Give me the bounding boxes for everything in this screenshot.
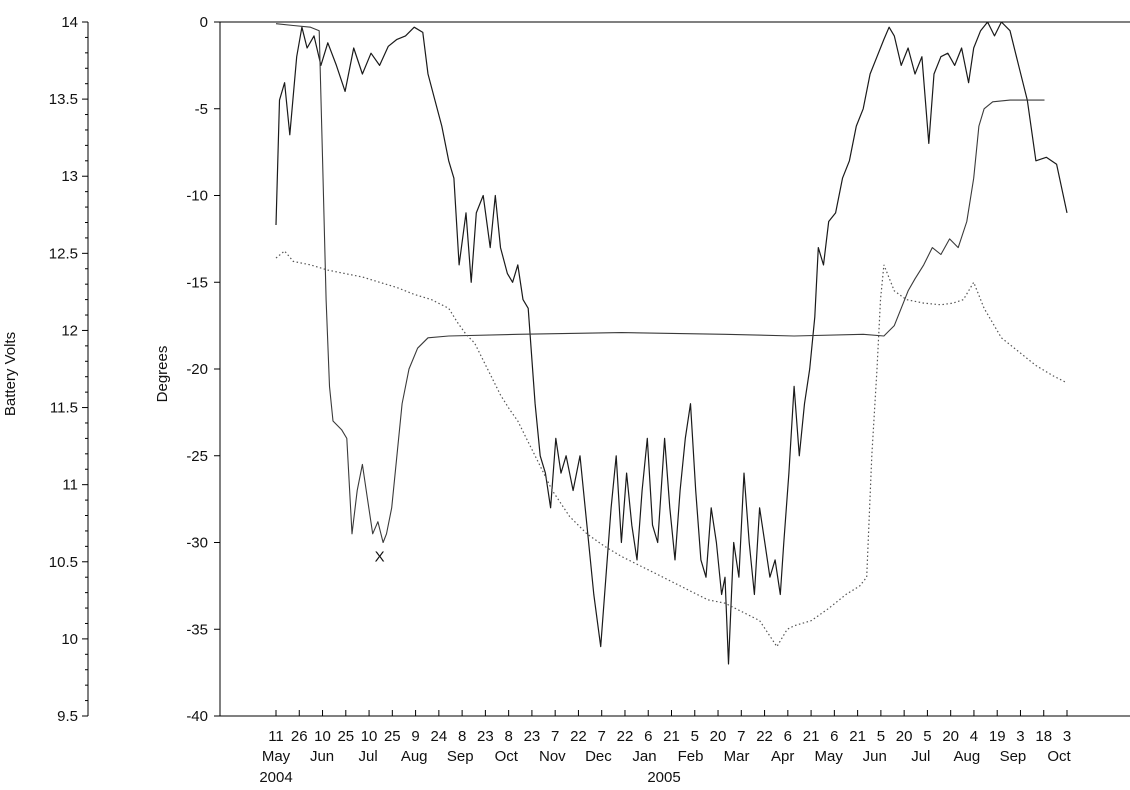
axes-layer: [87, 21, 1130, 717]
series-layer: [275, 21, 1068, 665]
volts-tick-label: 13.5: [49, 91, 78, 108]
x-day-label: 6: [644, 728, 652, 745]
x-month-label: Mar: [724, 748, 750, 765]
x-day-label: 19: [989, 728, 1006, 745]
x-day-label: 23: [477, 728, 494, 745]
volts-tick-label: 11: [62, 477, 78, 494]
x-day-label: 25: [337, 728, 354, 745]
x-day-label: 7: [737, 728, 745, 745]
degrees-tick-label: -10: [186, 188, 208, 205]
x-day-label: 10: [314, 728, 331, 745]
x-month-label: Aug: [401, 748, 428, 765]
degrees-tick-label: -25: [186, 448, 208, 465]
x-day-label: 5: [691, 728, 699, 745]
volts-tick-label: 9.5: [57, 708, 78, 725]
degrees-tick-label: -40: [186, 708, 208, 725]
x-day-label: 25: [384, 728, 401, 745]
volts-tick-label: 12.5: [49, 245, 78, 262]
x-month-label: Sep: [447, 748, 474, 765]
x-day-label: 8: [458, 728, 466, 745]
volts-tick-label: 12: [61, 322, 78, 339]
x-month-label: Feb: [678, 748, 704, 765]
x-day-label: 8: [504, 728, 512, 745]
degrees-tick-label: -35: [186, 621, 208, 638]
x-day-label: 4: [970, 728, 978, 745]
x-day-label: 7: [598, 728, 606, 745]
degrees-tick-label: -5: [195, 101, 208, 118]
degrees-tick-label: 0: [200, 14, 208, 31]
x-day-label: 3: [1063, 728, 1071, 745]
x-day-label: 21: [663, 728, 680, 745]
volts-tick-label: 11.5: [50, 400, 78, 417]
x-month-label: Jul: [911, 748, 930, 765]
x-month-label: May: [262, 748, 291, 765]
x-day-label: 6: [830, 728, 838, 745]
x-day-label: 6: [784, 728, 792, 745]
degrees-tick-label: -30: [186, 535, 208, 552]
x-day-label: 7: [551, 728, 559, 745]
x-day-label: 3: [1016, 728, 1024, 745]
degrees-tick-label: -20: [186, 361, 208, 378]
x-month-label: Jan: [632, 748, 656, 765]
degrees-axis-label: Degrees: [154, 346, 171, 403]
x-day-label: 9: [411, 728, 419, 745]
x-month-label: Aug: [954, 748, 981, 765]
x-day-label: 10: [361, 728, 378, 745]
x-day-label: 20: [942, 728, 959, 745]
secondary-temperature-line: [275, 250, 1068, 648]
temperature-line: [275, 21, 1068, 665]
ticks-layer: 14 13.5 13 12.5 12 11.5 11 10.5 10 9.5 0 -5 -10 -15 -2…: [49, 14, 1072, 786]
x-day-label: 5: [877, 728, 885, 745]
x-year-label: 2005: [647, 769, 680, 786]
x-day-label: 21: [849, 728, 866, 745]
x-day-label: 24: [431, 728, 448, 745]
x-month-label: Oct: [1047, 748, 1071, 765]
degrees-tick-label: -15: [186, 274, 208, 291]
x-month-label: Jun: [310, 748, 334, 765]
x-day-label: 22: [756, 728, 773, 745]
x-day-label: 22: [570, 728, 587, 745]
x-month-label: May: [815, 748, 844, 765]
x-day-label: 22: [617, 728, 634, 745]
volts-tick-label: 13: [61, 168, 78, 185]
x-day-label: 5: [923, 728, 931, 745]
battery-volts-line: [275, 23, 1045, 544]
volts-tick-label: 14: [61, 14, 78, 31]
x-day-label: 20: [710, 728, 727, 745]
x-month-label: Oct: [495, 748, 519, 765]
volts-tick-label: 10: [61, 631, 78, 648]
x-day-label: 26: [291, 728, 308, 745]
x-month-label: Jun: [863, 748, 887, 765]
x-day-label: 18: [1035, 728, 1052, 745]
x-day-label: 20: [896, 728, 913, 745]
x-month-label: Jul: [359, 748, 378, 765]
x-year-label: 2004: [259, 769, 292, 786]
annotation-marker: X: [375, 549, 385, 566]
x-month-label: Apr: [771, 748, 794, 765]
x-day-label: 23: [524, 728, 541, 745]
x-day-label: 21: [803, 728, 820, 745]
x-month-label: Sep: [1000, 748, 1027, 765]
x-month-label: Dec: [585, 748, 612, 765]
x-day-label: 11: [268, 728, 284, 745]
volts-tick-label: 10.5: [49, 554, 78, 571]
x-month-label: Nov: [539, 748, 566, 765]
battery-volts-axis-label: Battery Volts: [2, 332, 19, 416]
